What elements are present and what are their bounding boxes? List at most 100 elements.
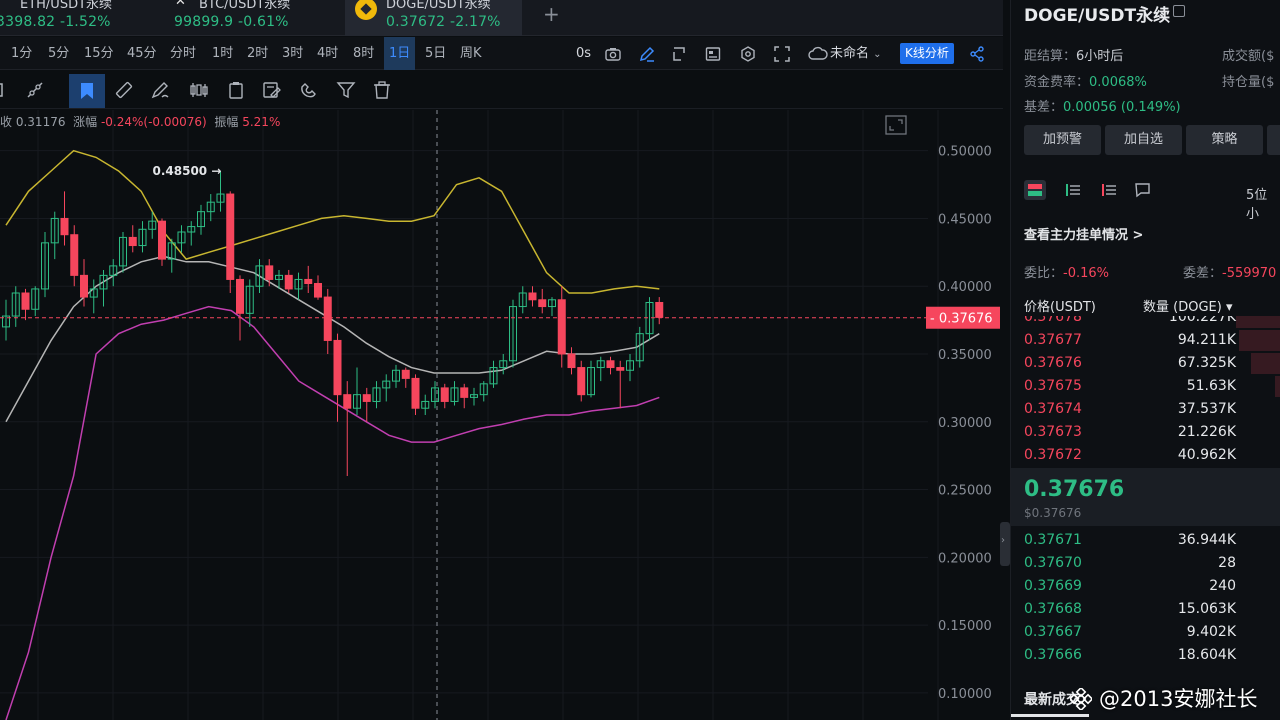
quantity-column-header[interactable]: 数量 (DOGE) ▾	[1143, 300, 1233, 315]
trash-icon[interactable]	[372, 80, 392, 100]
filter-icon[interactable]	[336, 80, 356, 100]
note-edit-icon[interactable]	[262, 80, 282, 100]
ask-row[interactable]: 0.37678 100.227K	[1011, 316, 1280, 329]
ask-row[interactable]: 0.37676 67.325K	[1011, 352, 1280, 375]
interval-1m[interactable]: 1分	[11, 46, 33, 61]
candle-body	[460, 387, 469, 398]
bid-row[interactable]: 0.37667 9.402K	[1011, 621, 1280, 644]
tab-doge[interactable]: DOGE/USDT永续 0.37672 -2.17%	[345, 0, 522, 36]
strategy-button[interactable]: 策略	[1186, 125, 1263, 155]
ask-row[interactable]: 0.37675 51.63K	[1011, 375, 1280, 398]
major-orders-link[interactable]: 查看主力挂单情况 >	[1024, 228, 1144, 243]
candles-icon[interactable]	[189, 80, 209, 100]
bid-quantity: 36.944K	[1177, 532, 1236, 548]
bookmark-tool-button[interactable]	[69, 74, 105, 108]
crop-icon[interactable]	[672, 46, 688, 62]
y-axis-tick-label: 0.40000	[938, 280, 992, 295]
share-icon[interactable]	[969, 46, 985, 62]
candle-body	[206, 201, 215, 213]
ask-price: 0.37672	[1024, 447, 1082, 463]
trades-icon[interactable]	[1132, 180, 1154, 200]
bid-row[interactable]: 0.37670 28	[1011, 552, 1280, 575]
candle-body	[187, 226, 196, 233]
candle-body	[245, 285, 254, 314]
interval-1d[interactable]: 1日	[384, 37, 416, 70]
expand-icon[interactable]	[885, 115, 907, 135]
gear-icon[interactable]	[740, 46, 756, 62]
camera-icon[interactable]	[605, 46, 621, 62]
interval-5m[interactable]: 5分	[48, 46, 70, 61]
template-icon[interactable]	[705, 46, 721, 62]
ask-row[interactable]: 0.37672 40.962K	[1011, 444, 1280, 467]
candle-body	[148, 220, 157, 230]
interval-3h[interactable]: 3时	[282, 46, 304, 61]
y-axis-tick-label: 0.30000	[938, 416, 992, 431]
interval-8h[interactable]: 8时	[353, 46, 375, 61]
interval-week[interactable]: 周K	[460, 46, 482, 61]
ask-quantity: 51.63K	[1186, 378, 1236, 394]
candle-body	[2, 315, 10, 328]
pencil-icon[interactable]	[639, 46, 655, 62]
ask-quantity: 67.325K	[1177, 355, 1236, 371]
interval-2h[interactable]: 2时	[247, 46, 269, 61]
cloud-icon[interactable]	[808, 46, 828, 62]
tab-doge-name: DOGE/USDT永续	[386, 0, 491, 12]
interval-5d[interactable]: 5日	[425, 46, 447, 61]
candle-body	[294, 278, 303, 290]
bid-row[interactable]: 0.37666 18.604K	[1011, 644, 1280, 667]
ask-row[interactable]: 0.37673 21.226K	[1011, 421, 1280, 444]
tab-close-icon[interactable]: ✕	[175, 0, 186, 9]
bid-row[interactable]: 0.37668 15.063K	[1011, 598, 1280, 621]
latest-trades-tab[interactable]: 最新成交	[1024, 692, 1080, 708]
copy-icon[interactable]	[1173, 5, 1185, 17]
candle-body	[70, 234, 79, 276]
ask-row[interactable]: 0.37674 37.537K	[1011, 398, 1280, 421]
interval-tick[interactable]: 分时	[170, 46, 197, 61]
bollinger-upper-line	[5, 149, 660, 294]
orderbook-asks-icon[interactable]	[1098, 180, 1120, 200]
interval-toolbar: 1分 5分 15分 45分 分时 1时 2时 3时 4时 8时 1日 5日 周K…	[0, 37, 1003, 70]
mid-price-usd: $0.37676	[1024, 506, 1082, 520]
orderbook-both-icon[interactable]	[1024, 180, 1046, 200]
panel-collapse-handle[interactable]: ›	[1000, 522, 1010, 566]
bid-price: 0.37671	[1024, 532, 1082, 548]
bid-row[interactable]: 0.37671 36.944K	[1011, 529, 1280, 552]
add-alert-button[interactable]: 加预警	[1024, 125, 1101, 155]
open-interest-label: 持仓量($	[1222, 75, 1275, 90]
ruler-icon[interactable]	[114, 80, 134, 100]
fullscreen-icon[interactable]	[774, 46, 790, 62]
candle-body	[255, 265, 264, 287]
more-button[interactable]	[1267, 125, 1280, 155]
order-ratio: 委比：-0.16%	[1024, 266, 1110, 281]
bid-row[interactable]: 0.37669 240	[1011, 575, 1280, 598]
candle-body	[80, 274, 88, 298]
precision-select[interactable]: 5位小	[1246, 188, 1268, 222]
magnet-icon[interactable]	[299, 80, 319, 100]
bid-price: 0.37669	[1024, 578, 1082, 594]
brush-icon[interactable]	[150, 80, 170, 100]
add-tab-icon[interactable]: +	[543, 2, 560, 26]
candle-body	[89, 288, 98, 298]
candle-body	[60, 217, 69, 236]
layout-name-dropdown[interactable]: 未命名 ⌄	[830, 46, 882, 61]
orderbook-bids-icon[interactable]	[1062, 180, 1084, 200]
add-watchlist-button[interactable]: 加自选	[1105, 125, 1182, 155]
candle-body	[577, 367, 586, 396]
candle-body	[119, 236, 127, 267]
interval-45m[interactable]: 45分	[127, 46, 157, 61]
candle-body	[548, 299, 556, 308]
tab-eth[interactable]: ETH/USDT永续 3398.82 -1.52%	[0, 0, 160, 36]
clipboard-icon[interactable]	[226, 80, 246, 100]
drawing-tool-edge-icon[interactable]	[0, 80, 14, 100]
mid-price: 0.37676	[1024, 477, 1125, 502]
price-chart[interactable]: 0.50000 0.45000 0.40000 0.35000 0.30000 0.250…	[0, 110, 1003, 720]
basis-info: 基差：0.00056 (0.149%)	[1024, 100, 1181, 115]
candle-body	[401, 369, 410, 379]
interval-1h[interactable]: 1时	[212, 46, 234, 61]
kline-analysis-button[interactable]: K线分析	[900, 43, 954, 64]
interval-15m[interactable]: 15分	[84, 46, 114, 61]
interval-4h[interactable]: 4时	[317, 46, 339, 61]
ask-row[interactable]: 0.37677 94.211K	[1011, 329, 1280, 352]
trend-line-icon[interactable]	[25, 80, 45, 100]
tab-btc[interactable]: ✕ BTC/USDT永续 99899.9 -0.61%	[165, 0, 340, 36]
